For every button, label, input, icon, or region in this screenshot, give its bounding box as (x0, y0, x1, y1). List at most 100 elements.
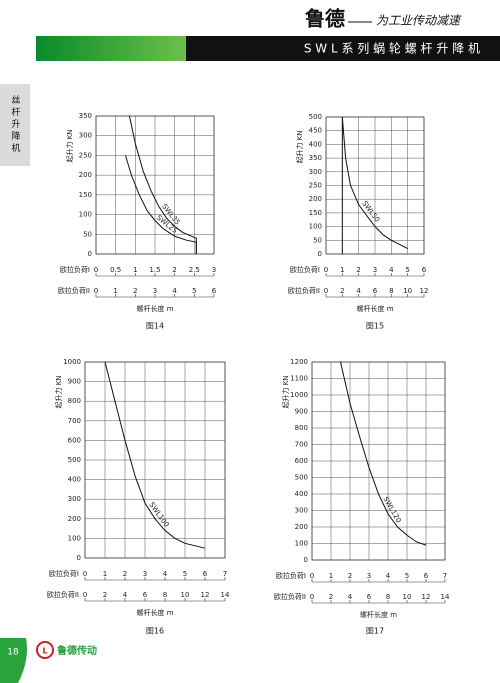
y-tick-label: 150 (79, 191, 92, 199)
chart-title: 图15 (366, 322, 384, 331)
series-label: SWL100 (147, 501, 170, 529)
x-tick-label: 0 (83, 570, 87, 578)
y-tick-label: 0 (304, 556, 308, 564)
x2-tick-label: 14 (221, 591, 230, 599)
x2-tick-label: 12 (422, 593, 431, 601)
y-tick-label: 600 (295, 457, 308, 465)
x-tick-label: 3 (373, 266, 377, 274)
x-tick-label: 4 (389, 266, 394, 274)
y-tick-label: 400 (68, 476, 81, 484)
y-axis-label: 起升力 KN (65, 129, 74, 162)
side-tab-text: 丝杆升降机 (10, 94, 21, 155)
y-axis-label: 起升力 KN (295, 130, 304, 163)
length-label: 螺杆长度 m (136, 608, 173, 617)
x-tick-label: 2 (348, 572, 352, 580)
y-tick-label: 900 (68, 378, 81, 386)
plot-frame (325, 116, 425, 255)
y-tick-label: 800 (68, 397, 81, 405)
x2-tick-label: 10 (181, 591, 190, 599)
x2-axis-label: 欧拉负荷II (58, 286, 90, 295)
x2-tick-label: 8 (389, 287, 393, 295)
x2-tick-label: 2 (340, 287, 344, 295)
x-tick-label: 7 (223, 570, 227, 578)
y-tick-label: 1000 (63, 358, 81, 366)
x-tick-label: 5 (183, 570, 187, 578)
x-tick-label: 1 (340, 266, 344, 274)
x2-axis-label: 欧拉负荷II (47, 590, 79, 599)
length-label: 螺杆长度 m (136, 304, 173, 313)
page-tab (0, 638, 27, 683)
y-tick-label: 150 (309, 209, 322, 217)
length-label: 螺杆长度 m (356, 304, 393, 313)
y-tick-label: 50 (83, 230, 92, 238)
y-tick-label: 1200 (290, 358, 308, 366)
x2-tick-label: 4 (123, 591, 128, 599)
y-tick-label: 600 (68, 436, 81, 444)
x-tick-label: 2 (172, 266, 176, 274)
y-tick-label: 450 (309, 127, 322, 135)
x2-tick-label: 0 (83, 591, 87, 599)
x-tick-label: 5 (405, 266, 409, 274)
banner: S W L 系 列 蜗 轮 螺 杆 升 降 机 (304, 41, 480, 56)
brand: 鲁德 (305, 7, 345, 31)
chart-title: 图16 (146, 627, 164, 636)
x-tick-label: 2 (356, 266, 360, 274)
x-tick-label: 6 (422, 266, 427, 274)
y-tick-label: 900 (295, 408, 308, 416)
x2-tick-label: 10 (403, 593, 412, 601)
plot-frame (84, 361, 226, 559)
x2-tick-label: 12 (201, 591, 210, 599)
x-tick-label: 3 (143, 570, 147, 578)
x-tick-label: 0 (310, 572, 314, 580)
x-axis-label: 欧拉负荷I (276, 571, 306, 580)
x2-tick-label: 6 (143, 591, 148, 599)
x-axis-label: 欧拉负荷I (49, 569, 79, 578)
x-tick-label: 7 (443, 572, 447, 580)
y-tick-label: 0 (88, 250, 92, 258)
x2-tick-label: 6 (367, 593, 372, 601)
y-tick-label: 200 (79, 171, 92, 179)
banner-black (186, 36, 500, 61)
banner-green (36, 36, 186, 61)
y-tick-label: 1100 (290, 375, 308, 383)
x2-tick-label: 4 (356, 287, 361, 295)
y-tick-label: 300 (68, 495, 81, 503)
y-tick-label: 300 (79, 132, 92, 140)
x2-tick-label: 12 (420, 287, 429, 295)
x-tick-label: 1 (133, 266, 137, 274)
x2-axis-label: 欧拉负荷II (274, 592, 306, 601)
x2-tick-label: 6 (373, 287, 378, 295)
y-tick-label: 700 (68, 417, 81, 425)
x2-tick-label: 0 (324, 287, 328, 295)
y-tick-label: 400 (295, 490, 308, 498)
x-tick-label: 3 (367, 572, 371, 580)
x2-tick-label: 6 (212, 287, 217, 295)
curve (128, 115, 197, 254)
x2-tick-label: 10 (403, 287, 412, 295)
y-tick-label: 250 (309, 182, 322, 190)
x-tick-label: 6 (424, 572, 429, 580)
y-tick-label: 350 (79, 112, 92, 120)
x-tick-label: 0 (324, 266, 328, 274)
curve (104, 361, 206, 549)
length-label: 螺杆长度 m (360, 610, 397, 619)
x-axis-label: 欧拉负荷I (290, 265, 320, 274)
x2-tick-label: 4 (172, 287, 177, 295)
y-tick-label: 100 (309, 223, 322, 231)
chart-title: 图14 (146, 322, 164, 331)
x-tick-label: 5 (405, 572, 409, 580)
y-tick-label: 0 (77, 554, 81, 562)
x-tick-label: 4 (163, 570, 168, 578)
y-tick-label: 500 (68, 456, 81, 464)
x2-tick-label: 2 (103, 591, 107, 599)
page-number: 18 (7, 648, 19, 658)
curve (341, 116, 408, 254)
y-tick-label: 200 (68, 515, 81, 523)
logo-mark (36, 641, 54, 659)
x-tick-label: 6 (203, 570, 208, 578)
plot-frame (95, 115, 215, 255)
x2-tick-label: 2 (329, 593, 333, 601)
logo-glyph: L (42, 647, 47, 656)
